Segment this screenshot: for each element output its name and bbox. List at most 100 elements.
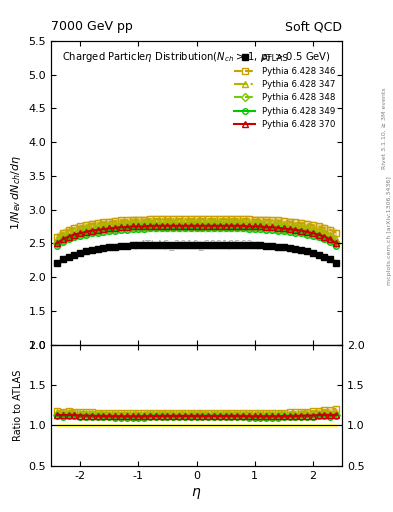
ATLAS — [136, 242, 141, 248]
Pythia 6.428 346 — [305, 221, 309, 227]
Pythia 6.428 370 — [275, 225, 280, 231]
Pythia 6.428 349 — [241, 225, 245, 231]
X-axis label: $\eta$: $\eta$ — [191, 486, 202, 501]
Pythia 6.428 346 — [200, 216, 205, 222]
Text: Soft QCD: Soft QCD — [285, 20, 342, 33]
Text: Rivet 3.1.10, ≥ 3M events: Rivet 3.1.10, ≥ 3M events — [382, 87, 386, 169]
ATLAS — [159, 242, 164, 248]
Pythia 6.428 347 — [113, 220, 118, 226]
Pythia 6.428 347 — [241, 218, 245, 224]
ATLAS — [264, 243, 269, 249]
Pythia 6.428 347 — [252, 219, 257, 225]
Pythia 6.428 349 — [287, 229, 292, 235]
Pythia 6.428 347 — [310, 225, 315, 231]
ATLAS — [188, 242, 193, 248]
Pythia 6.428 347 — [287, 221, 292, 227]
Pythia 6.428 347 — [217, 218, 222, 224]
Pythia 6.428 370 — [281, 225, 286, 231]
Pythia 6.428 349 — [153, 225, 158, 231]
Pythia 6.428 348 — [305, 229, 309, 235]
Pythia 6.428 348 — [206, 223, 211, 229]
Pythia 6.428 348 — [165, 223, 170, 229]
Pythia 6.428 370 — [194, 223, 199, 229]
ATLAS — [171, 242, 176, 248]
Pythia 6.428 346 — [66, 227, 71, 233]
ATLAS — [328, 256, 332, 262]
Pythia 6.428 370 — [287, 226, 292, 232]
Pythia 6.428 346 — [206, 216, 211, 222]
Pythia 6.428 349 — [188, 225, 193, 231]
Pythia 6.428 347 — [95, 222, 100, 228]
Pythia 6.428 349 — [159, 225, 164, 231]
Pythia 6.428 346 — [61, 229, 65, 236]
Pythia 6.428 346 — [194, 216, 199, 222]
Pythia 6.428 348 — [270, 224, 274, 230]
Pythia 6.428 370 — [171, 223, 176, 229]
Pythia 6.428 346 — [188, 216, 193, 222]
Pythia 6.428 347 — [206, 218, 211, 224]
Pythia 6.428 370 — [78, 230, 83, 236]
Pythia 6.428 370 — [84, 229, 88, 235]
Pythia 6.428 370 — [72, 231, 77, 238]
Pythia 6.428 347 — [130, 219, 135, 225]
Pythia 6.428 348 — [299, 227, 303, 233]
ATLAS — [84, 248, 88, 254]
Pythia 6.428 348 — [107, 225, 112, 231]
Pythia 6.428 347 — [124, 219, 129, 225]
ATLAS — [334, 260, 338, 266]
Pythia 6.428 349 — [119, 227, 123, 233]
Pythia 6.428 370 — [316, 231, 321, 238]
Pythia 6.428 346 — [223, 216, 228, 222]
ATLAS — [305, 248, 309, 254]
Pythia 6.428 348 — [153, 223, 158, 229]
Pythia 6.428 347 — [235, 218, 240, 224]
Pythia 6.428 370 — [235, 223, 240, 229]
Pythia 6.428 346 — [316, 223, 321, 229]
ATLAS — [61, 256, 65, 262]
Line: Pythia 6.428 347: Pythia 6.428 347 — [54, 218, 339, 241]
Pythia 6.428 346 — [252, 217, 257, 223]
Pythia 6.428 370 — [107, 225, 112, 231]
Text: mcplots.cern.ch [arXiv:1306.3436]: mcplots.cern.ch [arXiv:1306.3436] — [387, 176, 391, 285]
Pythia 6.428 346 — [90, 221, 94, 227]
ATLAS — [90, 247, 94, 253]
Pythia 6.428 348 — [61, 236, 65, 242]
Pythia 6.428 349 — [72, 234, 77, 240]
Pythia 6.428 349 — [217, 225, 222, 231]
Pythia 6.428 348 — [148, 223, 152, 229]
Pythia 6.428 348 — [328, 236, 332, 242]
Pythia 6.428 349 — [130, 226, 135, 232]
Pythia 6.428 349 — [107, 228, 112, 234]
Pythia 6.428 346 — [241, 216, 245, 222]
Pythia 6.428 370 — [66, 233, 71, 240]
Line: Pythia 6.428 349: Pythia 6.428 349 — [54, 226, 339, 249]
ATLAS — [316, 252, 321, 258]
Pythia 6.428 346 — [124, 217, 129, 223]
ATLAS — [72, 252, 77, 258]
Pythia 6.428 346 — [177, 216, 182, 222]
Pythia 6.428 349 — [177, 225, 182, 231]
ATLAS — [142, 242, 147, 248]
Pythia 6.428 348 — [72, 231, 77, 238]
Pythia 6.428 349 — [95, 229, 100, 236]
Pythia 6.428 346 — [113, 218, 118, 224]
Pythia 6.428 346 — [107, 219, 112, 225]
Pythia 6.428 370 — [258, 223, 263, 229]
Pythia 6.428 349 — [305, 231, 309, 238]
Pythia 6.428 347 — [328, 231, 332, 238]
Pythia 6.428 346 — [264, 217, 269, 223]
Pythia 6.428 349 — [270, 227, 274, 233]
Pythia 6.428 349 — [194, 225, 199, 231]
Pythia 6.428 347 — [84, 224, 88, 230]
Pythia 6.428 347 — [107, 221, 112, 227]
Pythia 6.428 348 — [246, 223, 251, 229]
Pythia 6.428 370 — [177, 223, 182, 229]
Pythia 6.428 370 — [334, 240, 338, 246]
Pythia 6.428 346 — [136, 217, 141, 223]
Y-axis label: $1/N_{ev}\,dN_{ch}/d\eta$: $1/N_{ev}\,dN_{ch}/d\eta$ — [9, 155, 23, 230]
ATLAS — [241, 242, 245, 248]
Pythia 6.428 349 — [264, 227, 269, 233]
Pythia 6.428 349 — [229, 225, 234, 231]
Pythia 6.428 348 — [130, 223, 135, 229]
Pythia 6.428 370 — [299, 227, 303, 233]
